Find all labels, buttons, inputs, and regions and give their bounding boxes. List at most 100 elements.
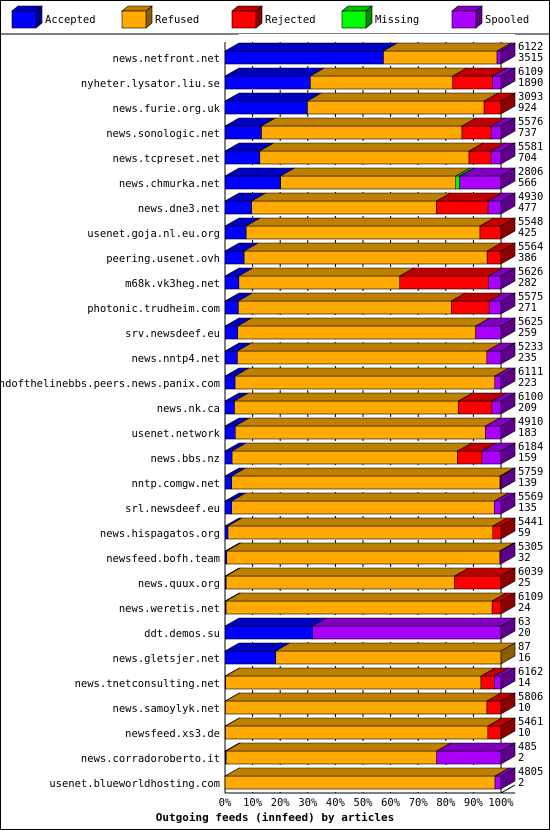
bar-segment-accepted xyxy=(224,275,240,290)
accepted-label: 16 xyxy=(518,652,531,664)
bar-segment-top xyxy=(224,592,508,602)
bar-segment-top xyxy=(230,492,510,502)
bar-news-weretis-net xyxy=(223,592,517,615)
accepted-label: 924 xyxy=(518,102,537,114)
category-label: news.hispagatos.org xyxy=(100,528,220,540)
bar-end-face xyxy=(500,667,516,690)
category-label: news.furie.org.uk xyxy=(113,103,221,115)
legend-label: Rejected xyxy=(265,14,316,26)
bar-newsfeed-xs3-de xyxy=(223,717,517,740)
bar-end-face xyxy=(500,442,516,465)
bar-usenet-goja-nl-eu-org xyxy=(223,217,517,240)
x-axis-label: Outgoing feeds (innfeed) by articles xyxy=(156,811,394,824)
legend-item-rejected: Rejected xyxy=(231,5,316,29)
bar-segment-rejected xyxy=(487,725,502,740)
bar-news-hispagatos-org xyxy=(223,517,517,540)
bar-news-chmurka-net xyxy=(223,167,517,190)
accepted-label: 477 xyxy=(518,202,537,214)
bar-peering-usenet-ovh xyxy=(223,242,517,265)
bar-segment-accepted xyxy=(224,400,235,415)
bar-segment-accepted xyxy=(224,175,281,190)
legend-label: Accepted xyxy=(45,14,96,26)
offered-label: 6184 xyxy=(518,441,543,453)
bar-segment-top xyxy=(234,417,501,427)
bar-news-nntp4-net xyxy=(223,342,517,365)
bar-segment-top xyxy=(245,217,496,227)
bar-segment-accepted xyxy=(224,125,262,140)
accepted-label: 183 xyxy=(518,427,537,439)
category-label: usenet.network xyxy=(131,428,220,440)
bar-segment-rejected xyxy=(450,300,490,315)
bar-segment-rejected xyxy=(399,275,489,290)
category-label: news.samoylyk.net xyxy=(113,703,220,715)
bar-usenet-blueworldhosting-com xyxy=(223,767,517,790)
accepted-label: 209 xyxy=(518,402,537,414)
bar-segment-top xyxy=(279,167,471,177)
bar-segment-top xyxy=(309,67,468,77)
legend-label: Spooled xyxy=(485,14,529,26)
bar-nyheter-lysator-liu-se xyxy=(223,67,517,90)
legend-item-refused: Refused xyxy=(121,5,199,29)
bar-photonic-trudheim-com xyxy=(223,292,517,315)
bar-segment-spooled xyxy=(485,425,502,440)
bar-end-face xyxy=(500,742,516,765)
bar-end-face xyxy=(500,592,516,615)
bar-end-face xyxy=(500,192,516,215)
bar-segment-rejected xyxy=(486,700,502,715)
category-label: news.tnetconsulting.net xyxy=(75,678,220,690)
bar-segment-accepted xyxy=(224,50,384,65)
bar-segment-rejected xyxy=(479,225,502,240)
bar-segment-top xyxy=(223,617,328,627)
bar-segment-spooled xyxy=(490,150,502,165)
accepted-label: 704 xyxy=(518,152,537,164)
bar-segment-spooled xyxy=(488,300,502,315)
offered-label: 5569 xyxy=(518,491,543,503)
offered-label: 3093 xyxy=(518,91,543,103)
bar-srl-newsdeef-eu xyxy=(223,492,517,515)
accepted-label: 32 xyxy=(518,552,531,564)
bar-end-face xyxy=(500,367,516,390)
bar-segment-refused xyxy=(383,50,498,65)
bar-end-face xyxy=(500,317,516,340)
bar-segment-top xyxy=(236,342,502,352)
bar-segment-top xyxy=(237,267,415,277)
category-label: nntp.comgw.net xyxy=(131,478,220,490)
offered-label: 5575 xyxy=(518,291,543,303)
offered-label: 5441 xyxy=(518,516,543,528)
bar-segment-missing xyxy=(455,175,460,190)
bar-segment-refused xyxy=(251,200,437,215)
bar-segment-refused xyxy=(225,750,437,765)
bar-segment-rejected xyxy=(468,150,492,165)
bar-segment-top xyxy=(225,567,470,577)
category-label: newsfeed.xs3.de xyxy=(125,728,220,740)
bar-segment-refused xyxy=(224,775,496,790)
bar-segment-top xyxy=(230,467,516,477)
bar-srv-newsdeef-eu xyxy=(223,317,517,340)
category-label: peering.usenet.ovh xyxy=(106,253,220,265)
bar-segment-accepted xyxy=(224,75,311,90)
bar-segment-refused xyxy=(261,125,463,140)
category-label: news.nk.ca xyxy=(157,403,220,415)
accepted-label: 10 xyxy=(518,727,531,739)
x-tick-label: 10% xyxy=(243,797,263,809)
bar-segment-accepted xyxy=(224,300,239,315)
bar-segment-accepted xyxy=(224,250,245,265)
bar-nntp-comgw-net xyxy=(223,467,517,490)
bar-segment-accepted xyxy=(224,200,253,215)
bar-news-tcpreset-net xyxy=(223,142,517,165)
bar-end-face xyxy=(500,417,516,440)
offered-label: 63 xyxy=(518,616,531,628)
bar-segment-accepted xyxy=(224,500,232,515)
bar-segment-top xyxy=(225,742,452,752)
bar-segment-top xyxy=(260,117,478,127)
offered-label: 5233 xyxy=(518,341,543,353)
category-label: news.netfront.net xyxy=(113,53,220,65)
bar-segment-accepted xyxy=(224,375,236,390)
legend-item-spooled: Spooled xyxy=(451,5,529,29)
accepted-label: 737 xyxy=(518,127,537,139)
bar-segment-top xyxy=(398,267,504,277)
accepted-label: 282 xyxy=(518,277,537,289)
category-label: news.dne3.net xyxy=(138,203,220,215)
bar-segment-top xyxy=(306,92,500,102)
